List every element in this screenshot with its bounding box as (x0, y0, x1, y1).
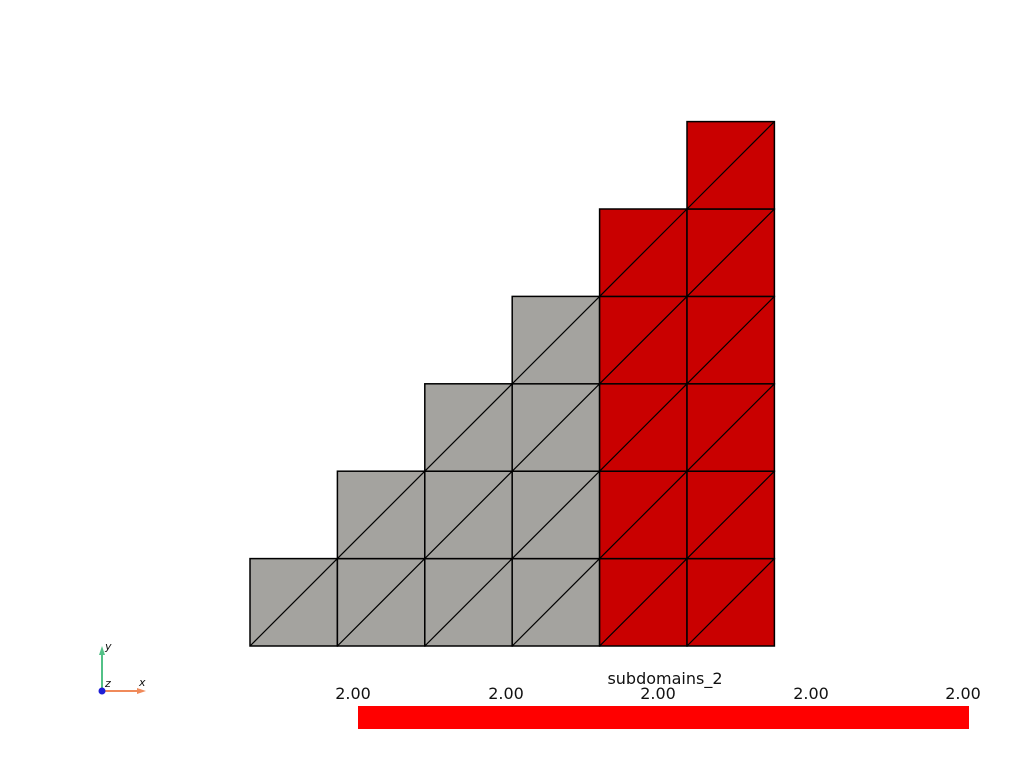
mesh-cell (511, 470, 601, 560)
mesh-cell-diagonal (599, 558, 688, 647)
scalar-bar-tick: 2.00 (488, 684, 524, 703)
mesh-cell-diagonal (686, 470, 775, 560)
mesh-cell (511, 383, 601, 472)
mesh-cell (686, 120, 776, 210)
mesh-cell (686, 557, 776, 647)
mesh-cell-diagonal (511, 470, 601, 560)
mesh-cell (598, 383, 688, 472)
x-axis-label: x (139, 676, 146, 689)
mesh-cell (424, 557, 513, 647)
mesh-cell (598, 295, 688, 385)
mesh-cell (598, 470, 688, 560)
mesh-cell (249, 557, 339, 647)
mesh-cell-diagonal (599, 470, 688, 560)
mesh-cell (336, 470, 426, 560)
mesh-cell (686, 383, 776, 472)
mesh-cell-diagonal (686, 208, 775, 297)
mesh-cell (511, 557, 601, 647)
mesh-cell-diagonal (599, 383, 688, 472)
subdomain-mesh (249, 120, 776, 647)
mesh-cell-diagonal (336, 470, 426, 560)
x-axis-arrowhead (137, 688, 146, 694)
mesh-cell-diagonal (511, 295, 601, 385)
scalar-bar-tick: 2.00 (945, 684, 981, 703)
mesh-cell-diagonal (249, 558, 338, 647)
mesh-cell (424, 383, 513, 472)
mesh-cell (424, 470, 513, 560)
mesh-cell (511, 295, 601, 385)
mesh-cell-diagonal (336, 558, 426, 647)
mesh-cell-diagonal (686, 295, 775, 385)
y-axis-arrowhead (99, 646, 105, 655)
mesh-cell-diagonal (686, 383, 775, 472)
mesh-cell (686, 208, 776, 298)
mesh-cell-diagonal (424, 558, 513, 647)
scalar-bar-tick: 2.00 (793, 684, 829, 703)
mesh-cell-diagonal (599, 295, 688, 385)
mesh-cell-diagonal (511, 558, 601, 647)
scalar-bar-tick: 2.00 (335, 684, 371, 703)
orientation-axes (98, 646, 146, 695)
scalar-bar (358, 706, 969, 729)
mesh-cell-diagonal (424, 383, 513, 472)
mesh-cell (598, 557, 688, 647)
y-axis-label: y (105, 640, 112, 653)
mesh-cell (686, 470, 776, 560)
z-axis-label: z (105, 677, 111, 690)
mesh-cell (686, 295, 776, 385)
mesh-cell (336, 557, 426, 647)
mesh-cell (598, 208, 688, 298)
mesh-cell-diagonal (599, 208, 688, 297)
z-axis-dot (98, 687, 106, 695)
mesh-cell-diagonal (424, 470, 513, 560)
scalar-bar-tick: 2.00 (640, 684, 676, 703)
scalar-bar-title: subdomains_2 (607, 669, 723, 688)
mesh-cell-diagonal (686, 121, 775, 210)
mesh-cell-diagonal (511, 383, 601, 472)
mesh-cell-diagonal (686, 558, 775, 647)
